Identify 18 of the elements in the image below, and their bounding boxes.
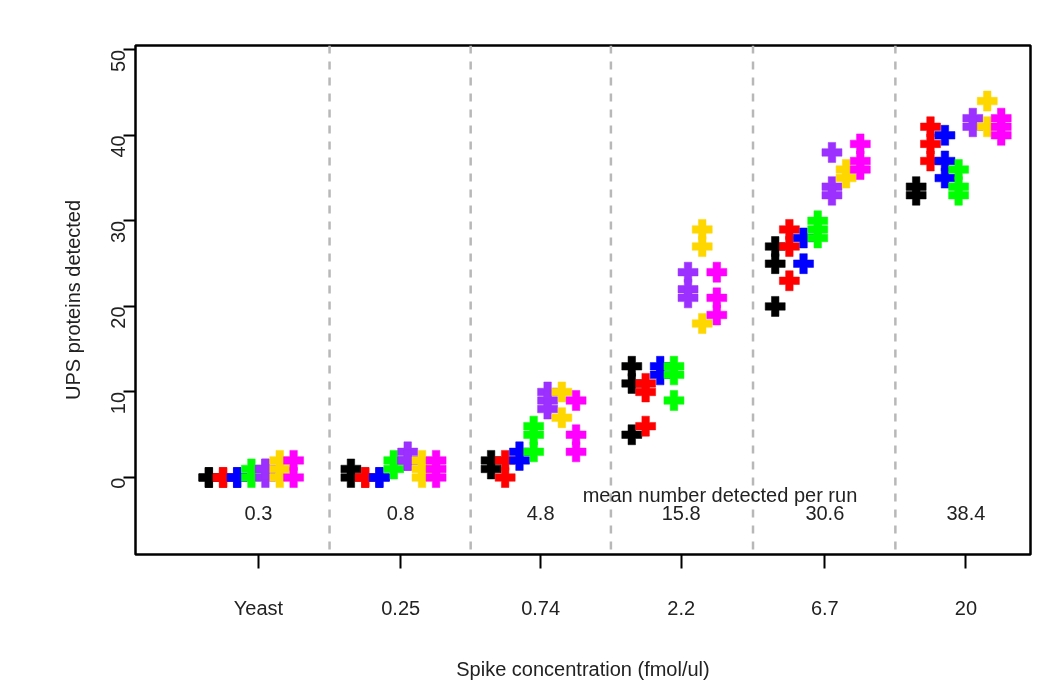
y-tick-label: 50 bbox=[107, 49, 130, 73]
y-tick-label: 20 bbox=[107, 306, 130, 329]
x-tick-label: 20 bbox=[954, 596, 978, 619]
y-tick-label: 40 bbox=[107, 135, 130, 158]
annotation: 4.8 bbox=[526, 502, 555, 525]
y-tick-label: 30 bbox=[107, 220, 130, 244]
x-axis-title: Spike concentration (fmol/ul) bbox=[456, 657, 710, 680]
annotation: 38.4 bbox=[946, 502, 986, 525]
y-tick-label: 10 bbox=[107, 391, 130, 415]
x-tick-label: 0.25 bbox=[381, 596, 421, 619]
y-tick-label: 0 bbox=[107, 477, 130, 489]
y-axis-title: UPS proteins detected bbox=[61, 199, 84, 401]
x-tick-label: 2.2 bbox=[667, 596, 696, 619]
x-tick-label: Yeast bbox=[233, 596, 284, 619]
annotation: 0.8 bbox=[386, 502, 415, 525]
x-tick-label: 0.74 bbox=[521, 596, 561, 619]
annotation: 0.3 bbox=[244, 502, 273, 525]
x-tick-label: 6.7 bbox=[810, 596, 839, 619]
